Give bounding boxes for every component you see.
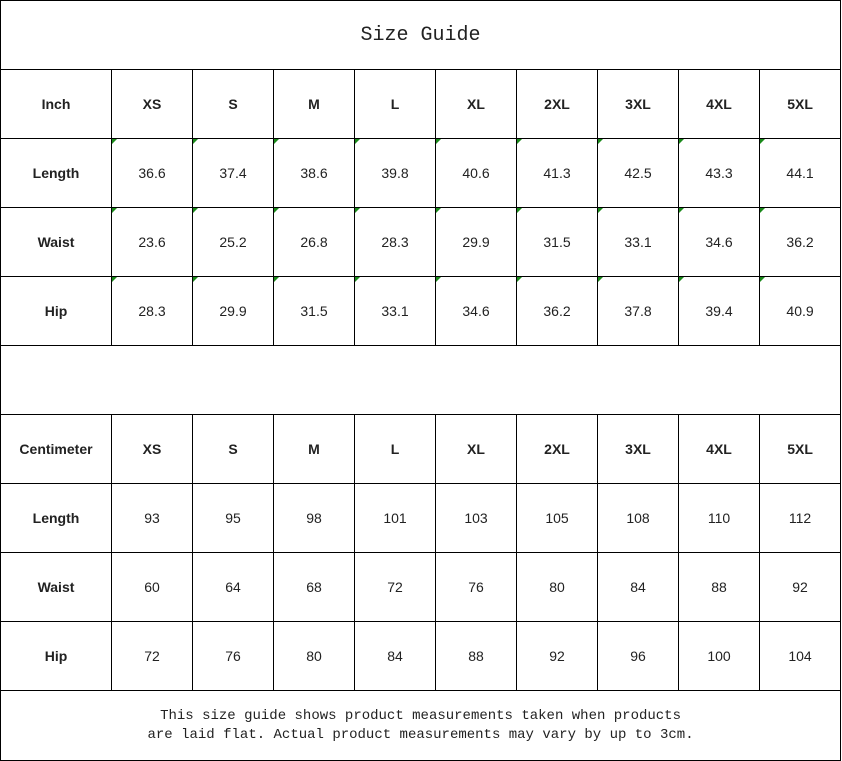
table-row: Length 93 95 98 101 103 105 108 110 112	[0, 483, 842, 553]
value-cell[interactable]: 88	[678, 552, 760, 622]
size-header-cell[interactable]: 2XL	[516, 69, 598, 139]
value-cell[interactable]: 93	[111, 483, 193, 553]
value-cell[interactable]: 37.8	[597, 276, 679, 346]
value-cell[interactable]: 92	[758, 552, 842, 622]
value-cell[interactable]: 76	[435, 552, 517, 622]
table-row: Waist 23.6 25.2 26.8 28.3 29.9 31.5 33.1 34.6 36.…	[0, 207, 842, 277]
value-cell[interactable]: 28.3	[354, 207, 436, 277]
value-cell[interactable]: 92	[516, 621, 598, 691]
value-cell[interactable]: 38.6	[273, 138, 355, 208]
value-cell[interactable]: 84	[597, 552, 679, 622]
value-cell[interactable]: 40.9	[758, 276, 842, 346]
value-cell[interactable]: 112	[758, 483, 842, 553]
inch-table-header-row: Inch XS S M L XL 2XL 3XL 4XL 5XL	[0, 69, 842, 139]
size-header-cell[interactable]: XS	[111, 414, 193, 484]
value-cell[interactable]: 33.1	[597, 207, 679, 277]
measurement-label-cell[interactable]: Hip	[0, 621, 112, 691]
value-cell[interactable]: 25.2	[192, 207, 274, 277]
size-header-cell[interactable]: XL	[435, 69, 517, 139]
value-cell[interactable]: 39.8	[354, 138, 436, 208]
value-cell[interactable]: 72	[111, 621, 193, 691]
size-header-cell[interactable]: 5XL	[758, 414, 842, 484]
value-cell[interactable]: 88	[435, 621, 517, 691]
value-cell[interactable]: 101	[354, 483, 436, 553]
value-cell[interactable]: 64	[192, 552, 274, 622]
table-row: Waist 60 64 68 72 76 80 84 88 92	[0, 552, 842, 622]
value-cell[interactable]: 23.6	[111, 207, 193, 277]
value-cell[interactable]: 40.6	[435, 138, 517, 208]
unit-label-cell[interactable]: Inch	[0, 69, 112, 139]
size-header-cell[interactable]: S	[192, 69, 274, 139]
value-cell[interactable]: 36.6	[111, 138, 193, 208]
table-row: Hip 72 76 80 84 88 92 96 100 104	[0, 621, 842, 691]
footer-line-2: are laid flat. Actual product measuremen…	[147, 726, 694, 743]
value-cell[interactable]: 37.4	[192, 138, 274, 208]
size-header-cell[interactable]: 2XL	[516, 414, 598, 484]
value-cell[interactable]: 110	[678, 483, 760, 553]
page-title[interactable]: Size Guide	[0, 0, 842, 70]
value-cell[interactable]: 42.5	[597, 138, 679, 208]
value-cell[interactable]: 72	[354, 552, 436, 622]
value-cell[interactable]: 84	[354, 621, 436, 691]
value-cell[interactable]: 104	[758, 621, 842, 691]
value-cell[interactable]: 100	[678, 621, 760, 691]
value-cell[interactable]: 80	[273, 621, 355, 691]
size-header-cell[interactable]: L	[354, 414, 436, 484]
value-cell[interactable]: 43.3	[678, 138, 760, 208]
value-cell[interactable]: 26.8	[273, 207, 355, 277]
measurement-label-cell[interactable]: Waist	[0, 552, 112, 622]
value-cell[interactable]: 29.9	[435, 207, 517, 277]
value-cell[interactable]: 76	[192, 621, 274, 691]
value-cell[interactable]: 96	[597, 621, 679, 691]
value-cell[interactable]: 33.1	[354, 276, 436, 346]
value-cell[interactable]: 36.2	[516, 276, 598, 346]
size-header-cell[interactable]: 4XL	[678, 69, 760, 139]
value-cell[interactable]: 108	[597, 483, 679, 553]
size-header-cell[interactable]: S	[192, 414, 274, 484]
cm-table-header-row: Centimeter XS S M L XL 2XL 3XL 4XL 5XL	[0, 414, 842, 484]
value-cell[interactable]: 28.3	[111, 276, 193, 346]
value-cell[interactable]: 36.2	[758, 207, 842, 277]
value-cell[interactable]: 44.1	[758, 138, 842, 208]
value-cell[interactable]: 31.5	[516, 207, 598, 277]
footer-row: This size guide shows product measuremen…	[0, 690, 842, 761]
value-cell[interactable]: 103	[435, 483, 517, 553]
value-cell[interactable]: 39.4	[678, 276, 760, 346]
value-cell[interactable]: 29.9	[192, 276, 274, 346]
value-cell[interactable]: 34.6	[435, 276, 517, 346]
table-row: Hip 28.3 29.9 31.5 33.1 34.6 36.2 37.8 39.4 40.9	[0, 276, 842, 346]
value-cell[interactable]: 68	[273, 552, 355, 622]
footer-note-cell[interactable]: This size guide shows product measuremen…	[0, 690, 842, 761]
size-header-cell[interactable]: XS	[111, 69, 193, 139]
unit-label-cell[interactable]: Centimeter	[0, 414, 112, 484]
size-header-cell[interactable]: M	[273, 414, 355, 484]
spacer-row	[0, 345, 842, 415]
footer-line-1: This size guide shows product measuremen…	[160, 707, 681, 724]
value-cell[interactable]: 80	[516, 552, 598, 622]
size-header-cell[interactable]: 5XL	[758, 69, 842, 139]
size-header-cell[interactable]: 4XL	[678, 414, 760, 484]
size-header-cell[interactable]: XL	[435, 414, 517, 484]
size-header-cell[interactable]: M	[273, 69, 355, 139]
measurement-label-cell[interactable]: Length	[0, 483, 112, 553]
measurement-label-cell[interactable]: Hip	[0, 276, 112, 346]
value-cell[interactable]: 98	[273, 483, 355, 553]
size-header-cell[interactable]: 3XL	[597, 69, 679, 139]
value-cell[interactable]: 41.3	[516, 138, 598, 208]
value-cell[interactable]: 60	[111, 552, 193, 622]
value-cell[interactable]: 31.5	[273, 276, 355, 346]
measurement-label-cell[interactable]: Waist	[0, 207, 112, 277]
value-cell[interactable]: 105	[516, 483, 598, 553]
measurement-label-cell[interactable]: Length	[0, 138, 112, 208]
value-cell[interactable]: 95	[192, 483, 274, 553]
table-row: Length 36.6 37.4 38.6 39.8 40.6 41.3 42.5 43.3 44…	[0, 138, 842, 208]
value-cell[interactable]: 34.6	[678, 207, 760, 277]
empty-cell[interactable]	[0, 345, 842, 415]
size-header-cell[interactable]: L	[354, 69, 436, 139]
size-header-cell[interactable]: 3XL	[597, 414, 679, 484]
